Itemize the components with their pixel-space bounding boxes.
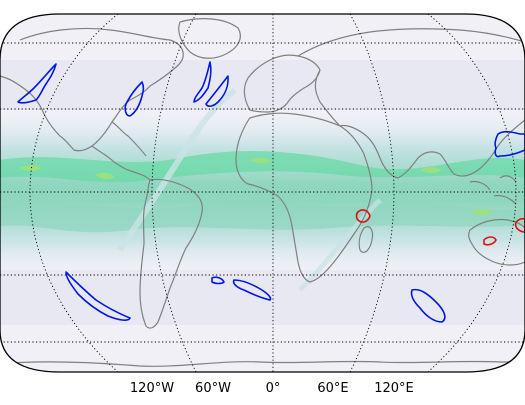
contour-low-south-atlantic-east xyxy=(232,279,272,301)
lon-label-120w: 120°W xyxy=(130,381,174,396)
coastline-asia xyxy=(297,28,525,179)
contour-low-south-pacific xyxy=(65,271,131,321)
contour-low-south-indian xyxy=(410,288,446,323)
graticule xyxy=(0,14,525,372)
contours xyxy=(17,61,525,323)
contour-low-north-pacific xyxy=(17,63,57,104)
contour-high-australia-east xyxy=(514,217,525,233)
coastline-central-america xyxy=(91,145,151,181)
contour-high-east-africa xyxy=(355,209,371,223)
coastline-greenland xyxy=(178,18,241,59)
coastline-madagascar xyxy=(358,226,374,253)
field-atmospheric-river-east xyxy=(298,198,382,292)
field-tropical-band xyxy=(0,108,525,278)
field-midlatitude-north xyxy=(0,60,525,110)
contour-low-south-atlantic-west xyxy=(211,276,225,285)
contour-high-australia-west xyxy=(483,236,497,246)
coastline-australia xyxy=(468,218,525,266)
lon-label-0: 0° xyxy=(266,381,281,396)
map-frame xyxy=(0,13,525,373)
lon-label-60e: 60°E xyxy=(317,381,348,396)
lon-label-60w: 60°W xyxy=(195,381,231,396)
field-itcz-north xyxy=(0,150,525,183)
coastline-africa xyxy=(235,112,373,283)
coastline-north-america xyxy=(0,27,184,157)
contour-low-north-atlantic-west xyxy=(124,81,145,117)
coastline-southeast-asia-islands xyxy=(469,175,517,205)
coastline-antarctica xyxy=(0,360,525,367)
longitude-labels: 120°W 60°W 0° 60°E 120°E xyxy=(130,381,414,396)
lon-label-120e: 120°E xyxy=(374,381,414,396)
coastline-south-america xyxy=(139,178,203,329)
contour-low-north-atlantic-east xyxy=(193,61,229,107)
contour-low-east-asia xyxy=(494,130,525,158)
moisture-field xyxy=(0,14,525,372)
field-atmospheric-river-west xyxy=(117,87,237,252)
coastlines xyxy=(0,18,525,367)
